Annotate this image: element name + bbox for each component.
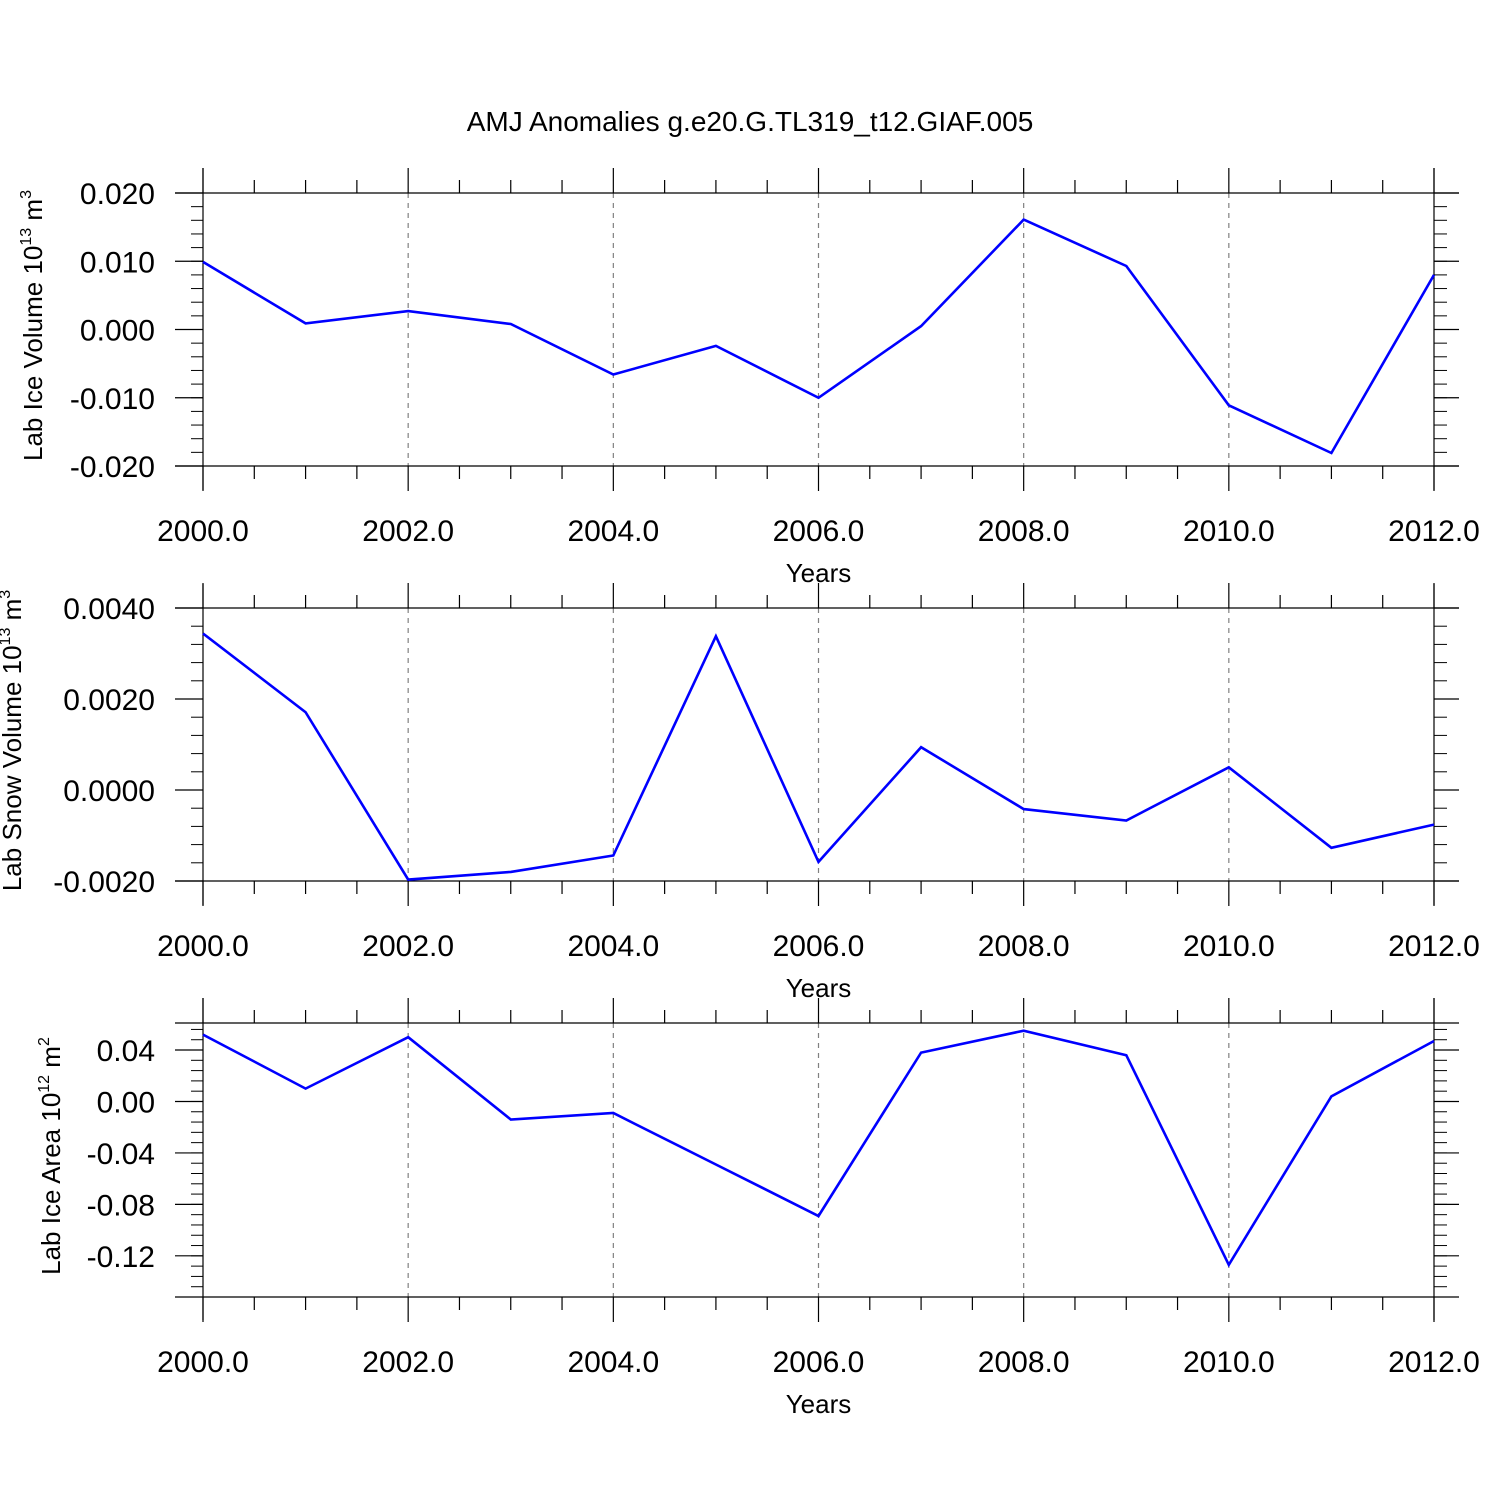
y-axis-label: Lab Ice Area 1012 m2: [36, 1037, 66, 1275]
x-tick-label: 2012.0: [1388, 930, 1480, 963]
x-tick-label: 2012.0: [1388, 1346, 1480, 1379]
x-tick-label: 2004.0: [567, 1346, 659, 1379]
x-tick-label: 2006.0: [773, 515, 865, 548]
y-tick-label: 0.0040: [63, 593, 155, 626]
x-tick-label: 2004.0: [567, 930, 659, 963]
y-tick-label: -0.08: [87, 1189, 155, 1222]
x-tick-label: 2008.0: [978, 1346, 1070, 1379]
y-tick-label: -0.010: [70, 383, 155, 416]
y-tick-label: 0.0020: [63, 684, 155, 717]
chart-title: AMJ Anomalies g.e20.G.TL319_t12.GIAF.005: [467, 106, 1034, 137]
x-tick-label: 2004.0: [567, 515, 659, 548]
x-tick-label: 2000.0: [157, 1346, 249, 1379]
y-tick-label: -0.04: [87, 1138, 155, 1171]
y-tick-label: 0.000: [80, 315, 155, 348]
x-tick-label: 2012.0: [1388, 515, 1480, 548]
x-tick-label: 2000.0: [157, 515, 249, 548]
x-tick-label: 2010.0: [1183, 930, 1275, 963]
chart-panel-3: 0.04 0.00 -0.04 -0.08 -0.12 2000.0 2002.0 2004.…: [36, 998, 1480, 1419]
x-tick-label: 2010.0: [1183, 515, 1275, 548]
y-tick-label: 0.00: [97, 1086, 155, 1119]
x-tick-label: 2006.0: [773, 1346, 865, 1379]
y-axis-label: Lab Snow Volume 1013 m3: [0, 590, 27, 891]
x-tick-label: 2000.0: [157, 930, 249, 963]
series-line: [202, 218, 1436, 455]
series-line: [202, 632, 1435, 881]
x-tick-label: 2008.0: [978, 930, 1070, 963]
y-tick-label: -0.020: [70, 451, 155, 484]
x-tick-label: 2008.0: [978, 515, 1070, 548]
y-tick-label: 0.04: [97, 1035, 155, 1068]
y-tick-label: 0.0000: [63, 775, 155, 808]
series-line: [202, 1029, 1435, 1268]
y-tick-label: -0.0020: [53, 866, 155, 899]
x-tick-label: 2002.0: [362, 515, 454, 548]
y-tick-label: -0.12: [87, 1241, 155, 1274]
x-tick-label: 2002.0: [362, 1346, 454, 1379]
y-tick-label: 0.020: [80, 178, 155, 211]
x-tick-label: 2006.0: [773, 930, 865, 963]
x-axis-label: Years: [786, 1389, 852, 1419]
x-tick-label: 2002.0: [362, 930, 454, 963]
x-tick-label: 2010.0: [1183, 1346, 1275, 1379]
y-tick-label: 0.010: [80, 246, 155, 279]
y-axis-label: Lab Ice Volume 1013 m3: [18, 190, 48, 461]
